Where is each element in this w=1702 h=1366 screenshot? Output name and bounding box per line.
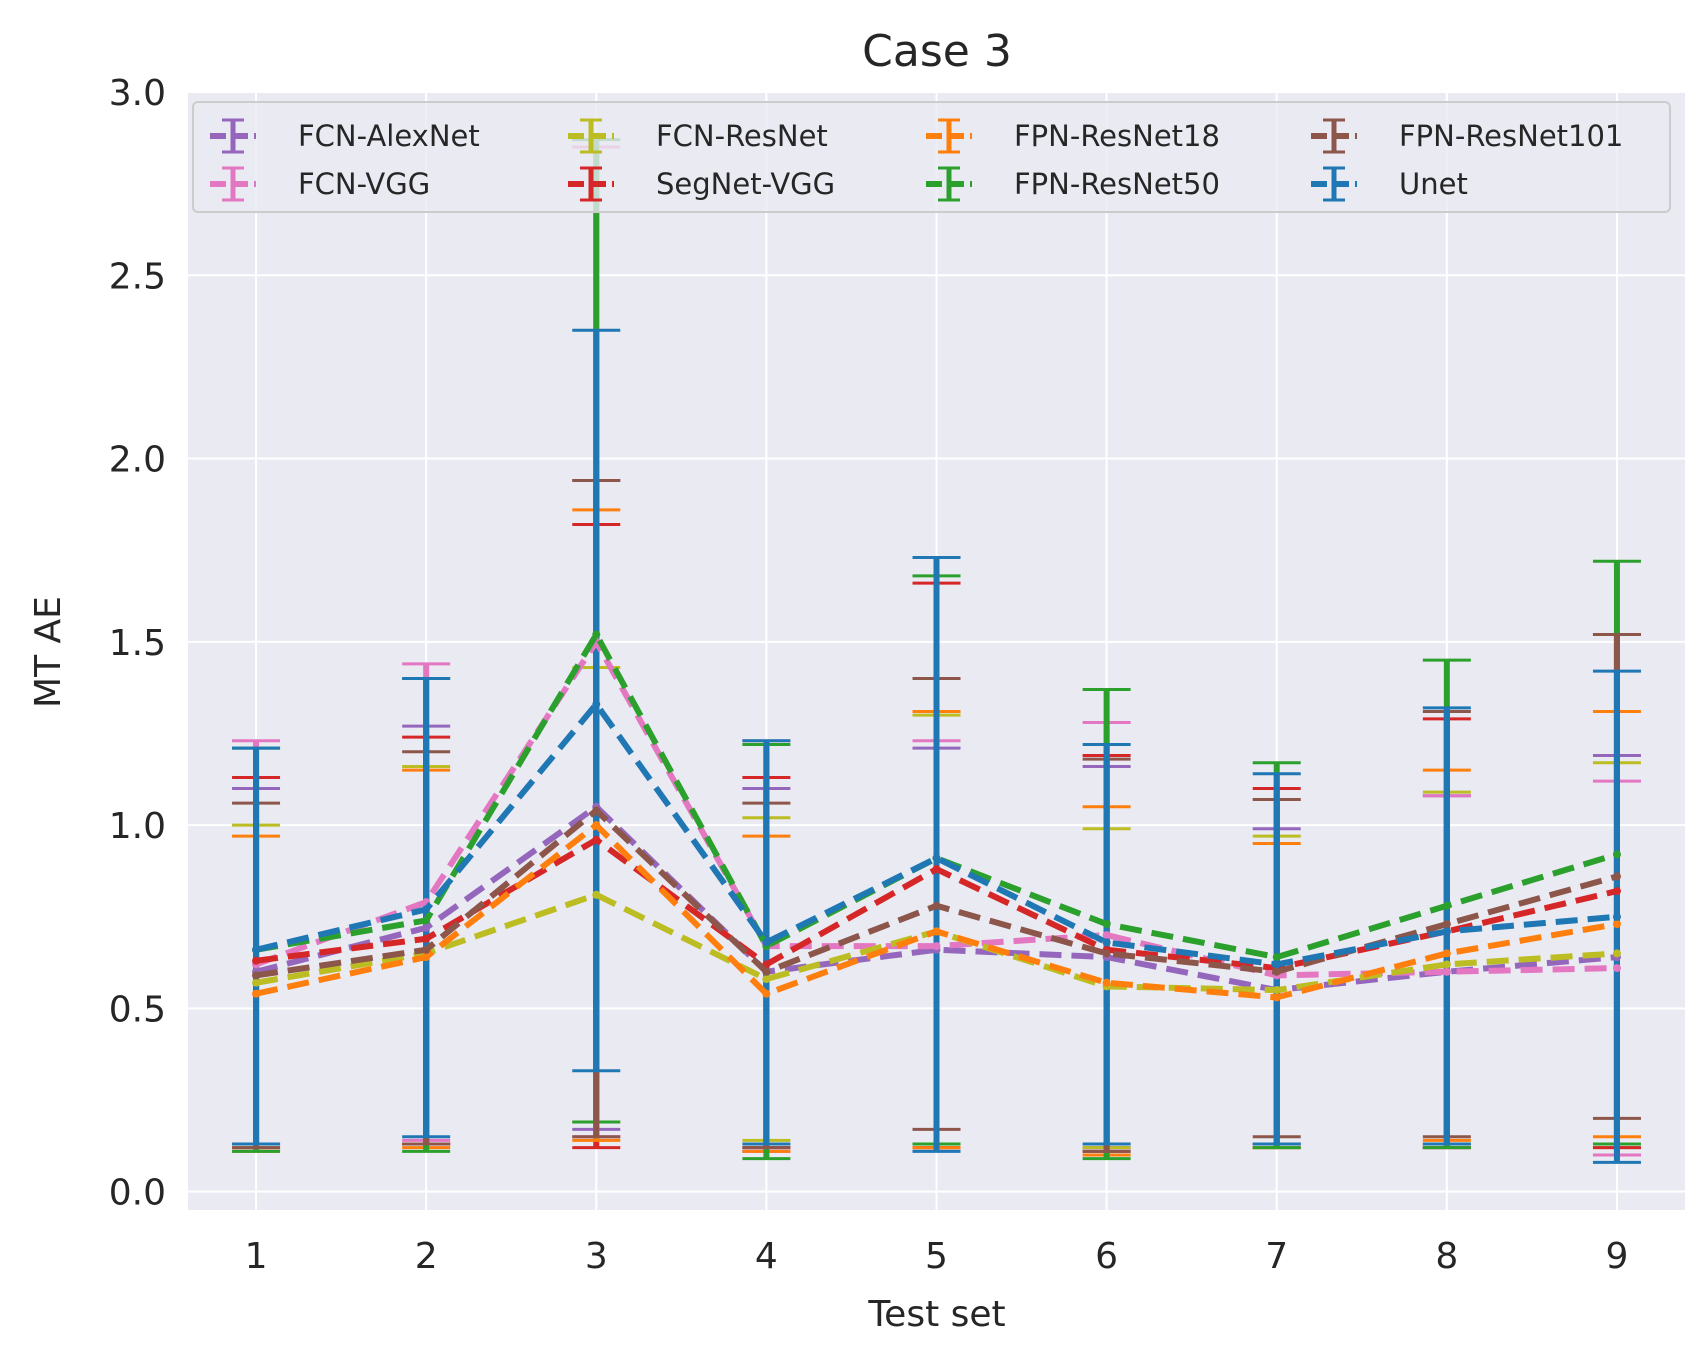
data-point-fcn-vgg	[932, 942, 941, 951]
data-point-fpn-resnet101	[932, 901, 941, 910]
data-point-fpn-resnet50	[592, 630, 601, 639]
data-point-fpn-resnet101	[252, 971, 261, 980]
data-point-fpn-resnet101	[422, 945, 431, 954]
data-point-unet	[422, 905, 431, 914]
data-point-fcn-resnet	[1272, 986, 1281, 995]
legend-label: FCN-AlexNet	[298, 119, 480, 153]
data-point-segnet-vgg	[932, 865, 941, 874]
y-tick-label: 0.5	[109, 989, 166, 1030]
x-tick-label: 4	[755, 1236, 778, 1277]
series-line-fcn-alexnet	[255, 802, 1618, 994]
data-point-fpn-resnet18	[932, 927, 941, 936]
data-point-fpn-resnet50	[1102, 920, 1111, 929]
data-point-fcn-vgg	[1102, 931, 1111, 940]
x-axis-label: Test set	[867, 1294, 1005, 1335]
legend-label: FCN-ResNet	[656, 119, 828, 153]
legend-entry: FPN-ResNet50	[926, 166, 1220, 202]
data-point-fcn-resnet	[762, 975, 771, 984]
legend-label: Unet	[1399, 167, 1468, 201]
data-point-fpn-resnet50	[422, 916, 431, 925]
data-point-fpn-resnet18	[762, 989, 771, 998]
x-tick-label: 2	[415, 1236, 438, 1277]
x-tick-label: 8	[1435, 1236, 1458, 1277]
data-point-fpn-resnet101	[1442, 920, 1451, 929]
data-point-fpn-resnet18	[1272, 993, 1281, 1002]
data-point-fpn-resnet18	[1442, 949, 1451, 958]
data-point-unet	[1442, 927, 1451, 936]
data-point-fcn-resnet	[592, 890, 601, 899]
legend-label: FPN-ResNet18	[1014, 119, 1220, 153]
y-tick-label: 2.0	[109, 440, 166, 481]
data-point-fpn-resnet101	[762, 967, 771, 976]
data-point-fpn-resnet50	[1272, 953, 1281, 962]
data-point-unet	[932, 854, 941, 863]
data-point-segnet-vgg	[592, 835, 601, 844]
legend-entry: Unet	[1311, 166, 1468, 202]
y-tick-label: 1.5	[109, 623, 166, 664]
data-point-fpn-resnet18	[1102, 978, 1111, 987]
x-tick-label: 5	[925, 1236, 948, 1277]
y-tick-label: 1.0	[109, 806, 166, 847]
legend-label: SegNet-VGG	[656, 167, 835, 201]
legend-entry: FPN-ResNet101	[1311, 118, 1623, 154]
legend-entry: FPN-ResNet18	[926, 118, 1220, 154]
data-point-unet	[762, 938, 771, 947]
data-point-fcn-alexnet	[422, 923, 431, 932]
data-point-fpn-resnet18	[592, 821, 601, 830]
legend-entry: FCN-VGG	[210, 166, 430, 202]
x-tick-label: 9	[1606, 1236, 1629, 1277]
tick-labels: 1 2 3 4 5 6 7 8 9 0.0 0.5 1.0 1.5 2.0 2.5 3.0	[109, 73, 1629, 1277]
legend-entry: SegNet-VGG	[568, 166, 835, 202]
data-point-fpn-resnet50	[1442, 901, 1451, 910]
legend-label: FPN-ResNet50	[1014, 167, 1220, 201]
data-point-segnet-vgg	[252, 956, 261, 965]
legend-entry: FCN-AlexNet	[210, 118, 480, 154]
data-point-unet	[1102, 938, 1111, 947]
y-tick-label: 0.0	[109, 1173, 166, 1214]
x-tick-label: 6	[1095, 1236, 1118, 1277]
legend-entry: FCN-ResNet	[568, 118, 828, 154]
data-point-fpn-resnet101	[1102, 949, 1111, 958]
data-point-fcn-vgg	[1612, 964, 1621, 973]
legend: FCN-AlexNet FCN-VGG FCN-ResNet SegNet-VGG FP…	[192, 101, 1671, 213]
data-point-fcn-resnet	[1442, 960, 1451, 969]
legend-label: FPN-ResNet101	[1399, 119, 1623, 153]
data-point-fpn-resnet18	[252, 989, 261, 998]
legend-box	[192, 101, 1671, 213]
data-point-fcn-vgg	[1442, 967, 1451, 976]
y-tick-label: 2.5	[109, 256, 166, 297]
chart-title: Case 3	[862, 26, 1012, 77]
x-tick-label: 7	[1265, 1236, 1288, 1277]
data-point-fpn-resnet101	[1612, 872, 1621, 881]
y-axis-label: MT AE	[28, 596, 69, 708]
data-point-fpn-resnet50	[1612, 850, 1621, 859]
x-tick-label: 1	[245, 1236, 268, 1277]
data-point-fpn-resnet101	[1272, 967, 1281, 976]
y-tick-label: 3.0	[109, 73, 166, 114]
legend-label: FCN-VGG	[298, 167, 430, 201]
data-point-segnet-vgg	[422, 934, 431, 943]
data-point-fpn-resnet18	[422, 953, 431, 962]
series-line-unet	[255, 699, 1618, 968]
data-point-unet	[252, 945, 261, 954]
data-point-unet	[1272, 960, 1281, 969]
data-point-unet	[592, 700, 601, 709]
x-tick-label: 3	[585, 1236, 608, 1277]
data-point-fcn-resnet	[252, 978, 261, 987]
data-point-segnet-vgg	[1612, 887, 1621, 896]
series-lines	[252, 628, 1621, 1002]
data-point-fpn-resnet18	[1612, 920, 1621, 929]
data-point-fpn-resnet101	[592, 806, 601, 815]
data-point-unet	[1612, 912, 1621, 921]
data-point-fcn-resnet	[1612, 949, 1621, 958]
